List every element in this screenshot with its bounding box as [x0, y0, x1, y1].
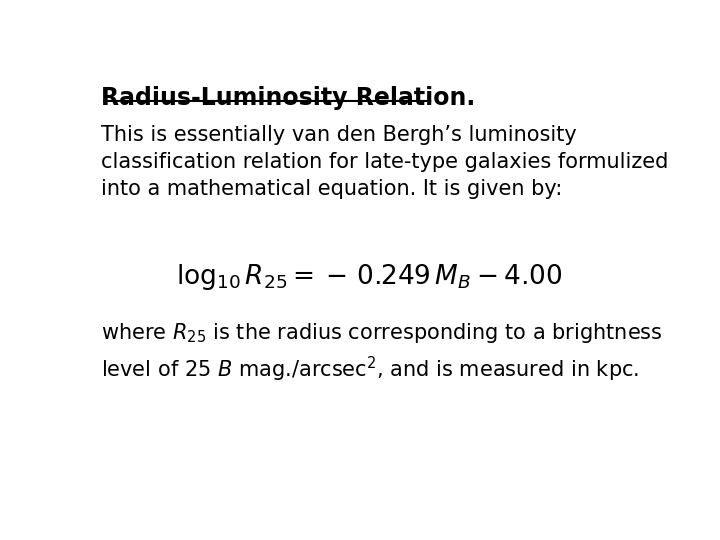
Text: This is essentially van den Bergh’s luminosity
classification relation for late-: This is essentially van den Bergh’s lumi…	[101, 125, 669, 199]
Text: $\log_{10} R_{25} = -\,0.249\,M_{B} - 4.00$: $\log_{10} R_{25} = -\,0.249\,M_{B} - 4.…	[176, 262, 562, 292]
Text: where $R_{25}$ is the radius corresponding to a brightness
level of 25 $B$ mag./: where $R_{25}$ is the radius correspondi…	[101, 321, 663, 384]
Text: Radius-Luminosity Relation.: Radius-Luminosity Relation.	[101, 85, 475, 110]
